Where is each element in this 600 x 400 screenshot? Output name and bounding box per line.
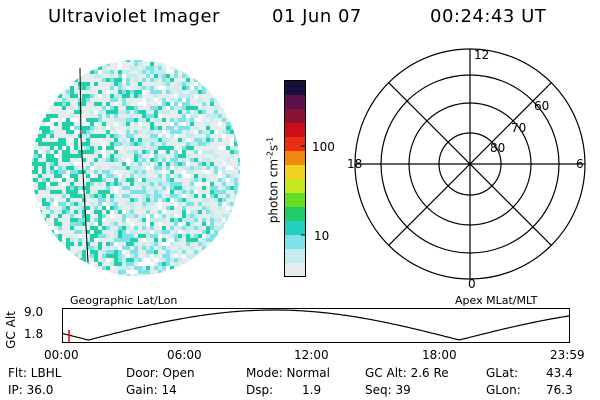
glat-label: GLat:	[486, 366, 519, 380]
time-tick-1200: 12:00	[294, 348, 329, 362]
alt-tick-1-8: 1.8	[24, 327, 44, 341]
time-label: 00:24:43 UT	[430, 6, 547, 27]
ip-status: IP: 36.0	[8, 383, 54, 397]
colorbar-band	[285, 137, 305, 152]
time-tick-2359: 23:59	[550, 348, 585, 362]
colorbar-band	[285, 109, 305, 124]
colorbar-band	[285, 165, 305, 180]
mlat-label-70: 70	[511, 121, 526, 135]
glat-value: 43.4	[546, 366, 573, 380]
alt-tick-9: 9.0	[24, 305, 44, 319]
apex-caption: Apex MLat/MLT	[455, 294, 538, 307]
filter-status: Flt: LBHL	[8, 366, 62, 380]
time-tick-0000: 00:00	[44, 348, 79, 362]
colorbar-band	[285, 193, 305, 208]
instrument-title: Ultraviolet Imager	[48, 6, 220, 27]
colorbar-band	[285, 249, 305, 264]
mlt-label-0: 0	[468, 277, 476, 291]
glon-label: GLon:	[486, 383, 521, 397]
colorbar-band	[285, 207, 305, 222]
unit-exp-2: -1	[265, 136, 275, 145]
unit-s: s	[266, 144, 281, 151]
colorbar-band	[285, 235, 305, 250]
gc-altitude-status: GC Alt: 2.6 Re	[365, 366, 449, 380]
geographic-caption: Geographic Lat/Lon	[70, 294, 178, 307]
colorbar-band	[285, 95, 305, 110]
colorbar-band	[285, 81, 305, 96]
colorbar-band	[285, 263, 305, 278]
mlat-label-60: 60	[534, 99, 549, 113]
colorbar-band	[285, 123, 305, 138]
mlt-label-18: 18	[347, 157, 362, 171]
colorbar-band	[285, 221, 305, 236]
colorbar-tick-100: 100	[312, 140, 335, 154]
door-status: Door: Open	[126, 366, 195, 380]
mlt-label-6: 6	[576, 157, 584, 171]
unit-exp-1: -2	[265, 150, 275, 159]
unit-text: photon cm	[266, 158, 281, 224]
terminator-line	[79, 67, 89, 263]
mlt-label-12: 12	[474, 48, 489, 62]
dsp-label: Dsp:	[246, 383, 274, 397]
uv-image-disk	[32, 60, 240, 276]
sequence-status: Seq: 39	[365, 383, 411, 397]
date-label: 01 Jun 07	[272, 6, 362, 27]
time-tick-1800: 18:00	[422, 348, 457, 362]
altitude-plot	[62, 308, 570, 343]
colorbar-tick-10: 10	[314, 229, 330, 243]
dsp-value: 1.9	[302, 383, 322, 397]
colorbar-band	[285, 179, 305, 194]
polar-grid: 12 0 18 6 60 70 80	[347, 48, 586, 291]
mlat-label-80: 80	[490, 141, 505, 155]
time-tick-0600: 06:00	[167, 348, 202, 362]
glon-value: 76.3	[546, 383, 573, 397]
altitude-axis-text: GC Alt	[4, 311, 18, 349]
gain-status: Gain: 14	[126, 383, 177, 397]
colorbar-band	[285, 151, 305, 166]
orbit-altitude-curve	[62, 309, 570, 341]
mode-status: Mode: Normal	[246, 366, 330, 380]
color-scale-bar	[284, 80, 306, 278]
